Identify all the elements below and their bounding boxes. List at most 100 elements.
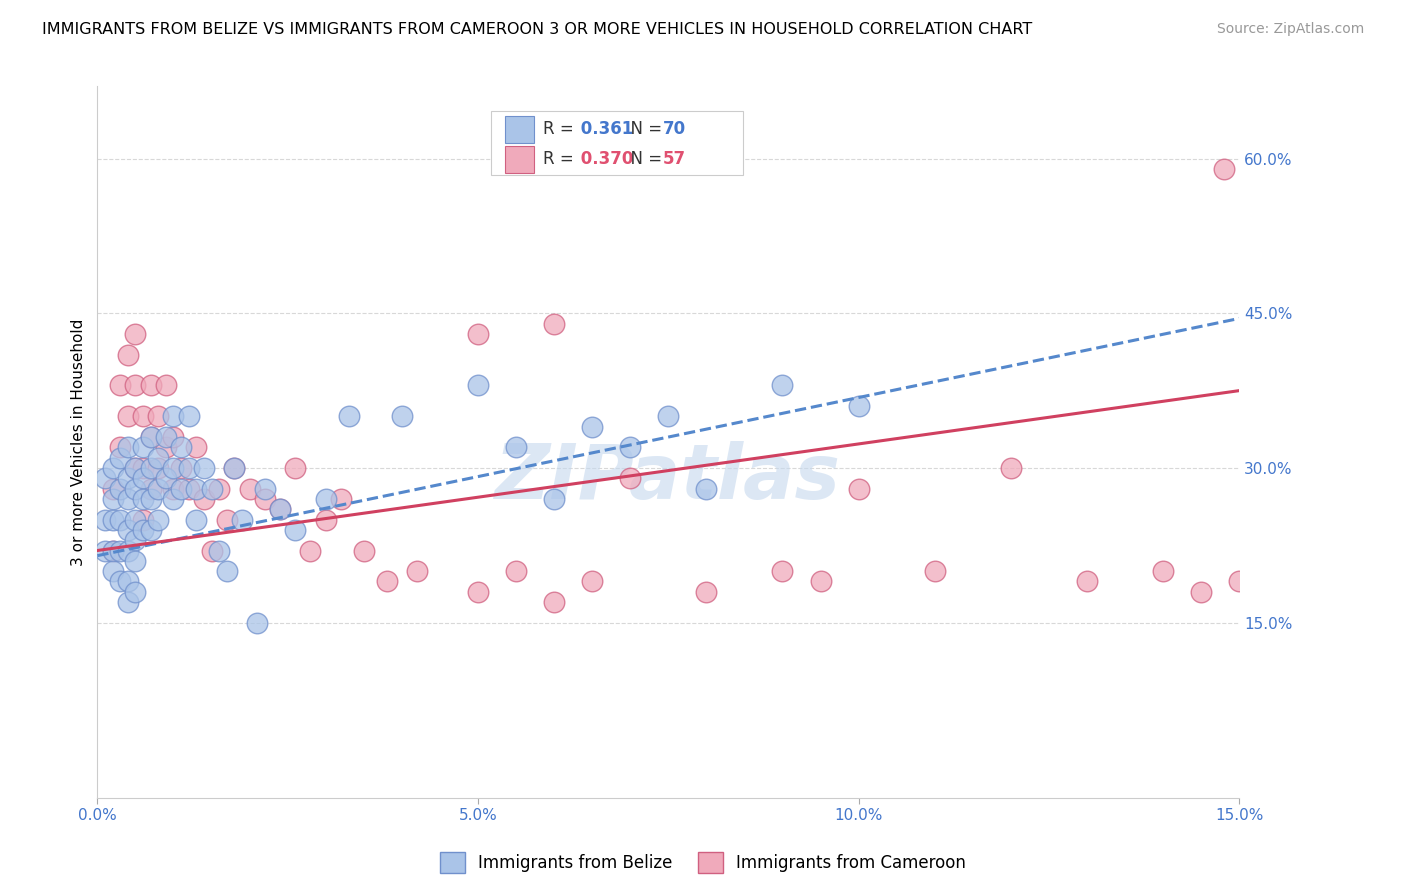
Point xyxy=(467,584,489,599)
Point xyxy=(148,512,170,526)
Point xyxy=(695,584,717,599)
Point xyxy=(505,564,527,578)
Point xyxy=(391,409,413,424)
FancyBboxPatch shape xyxy=(491,112,742,176)
Point xyxy=(148,482,170,496)
Point xyxy=(108,450,131,465)
Point xyxy=(132,491,155,506)
Point xyxy=(124,512,146,526)
Text: 0.361: 0.361 xyxy=(575,120,633,138)
Text: R =: R = xyxy=(543,151,579,169)
Point xyxy=(162,430,184,444)
Point xyxy=(139,430,162,444)
Point xyxy=(619,471,641,485)
Point xyxy=(101,482,124,496)
Text: N =: N = xyxy=(620,120,668,138)
Point xyxy=(117,441,139,455)
Point xyxy=(467,326,489,341)
Point xyxy=(299,543,322,558)
Point xyxy=(132,461,155,475)
Point xyxy=(1000,461,1022,475)
Point xyxy=(284,461,307,475)
Point xyxy=(543,595,565,609)
Point xyxy=(108,441,131,455)
Point xyxy=(101,564,124,578)
Point xyxy=(117,595,139,609)
Text: N =: N = xyxy=(620,151,668,169)
Point xyxy=(162,491,184,506)
Point xyxy=(253,491,276,506)
Point xyxy=(239,482,262,496)
Point xyxy=(406,564,429,578)
Point xyxy=(177,482,200,496)
Point xyxy=(139,461,162,475)
Point xyxy=(124,378,146,392)
Point xyxy=(215,564,238,578)
Point xyxy=(108,543,131,558)
Point xyxy=(124,326,146,341)
Point xyxy=(124,533,146,548)
Point xyxy=(148,461,170,475)
Text: ZIPatlas: ZIPatlas xyxy=(495,441,841,515)
Point xyxy=(269,502,291,516)
Point xyxy=(94,471,117,485)
Point xyxy=(117,409,139,424)
Point xyxy=(124,461,146,475)
Point xyxy=(253,482,276,496)
FancyBboxPatch shape xyxy=(505,116,533,143)
Point xyxy=(224,461,246,475)
Point xyxy=(619,441,641,455)
Text: 0.370: 0.370 xyxy=(575,151,633,169)
Point xyxy=(543,491,565,506)
Point xyxy=(170,441,193,455)
Point xyxy=(208,482,231,496)
Point xyxy=(186,441,208,455)
Point xyxy=(315,512,337,526)
Point xyxy=(170,482,193,496)
Point xyxy=(155,441,177,455)
Point xyxy=(94,512,117,526)
Point xyxy=(1076,574,1098,589)
Point xyxy=(94,543,117,558)
Point xyxy=(139,523,162,537)
Point xyxy=(124,584,146,599)
Point xyxy=(1152,564,1174,578)
Point xyxy=(139,378,162,392)
Point xyxy=(124,482,146,496)
Point xyxy=(148,409,170,424)
FancyBboxPatch shape xyxy=(505,145,533,173)
Point xyxy=(215,512,238,526)
Point xyxy=(1189,584,1212,599)
Point xyxy=(148,450,170,465)
Point xyxy=(117,523,139,537)
Point xyxy=(162,409,184,424)
Point xyxy=(101,512,124,526)
Point xyxy=(848,482,870,496)
Point xyxy=(124,461,146,475)
Point xyxy=(848,399,870,413)
Point xyxy=(200,482,222,496)
Point xyxy=(108,512,131,526)
Point xyxy=(581,574,603,589)
Point xyxy=(132,512,155,526)
Point xyxy=(284,523,307,537)
Point xyxy=(193,491,215,506)
Point xyxy=(467,378,489,392)
Point xyxy=(1213,161,1236,176)
Y-axis label: 3 or more Vehicles in Household: 3 or more Vehicles in Household xyxy=(72,318,86,566)
Point xyxy=(117,574,139,589)
Point xyxy=(139,482,162,496)
Point xyxy=(162,461,184,475)
Point xyxy=(132,523,155,537)
Point xyxy=(162,482,184,496)
Point xyxy=(101,543,124,558)
Point xyxy=(101,543,124,558)
Text: 70: 70 xyxy=(662,120,686,138)
Point xyxy=(186,482,208,496)
Text: IMMIGRANTS FROM BELIZE VS IMMIGRANTS FROM CAMEROON 3 OR MORE VEHICLES IN HOUSEHO: IMMIGRANTS FROM BELIZE VS IMMIGRANTS FRO… xyxy=(42,22,1032,37)
Point xyxy=(108,482,131,496)
Point xyxy=(132,471,155,485)
Point xyxy=(269,502,291,516)
Text: R =: R = xyxy=(543,120,579,138)
Point xyxy=(132,441,155,455)
